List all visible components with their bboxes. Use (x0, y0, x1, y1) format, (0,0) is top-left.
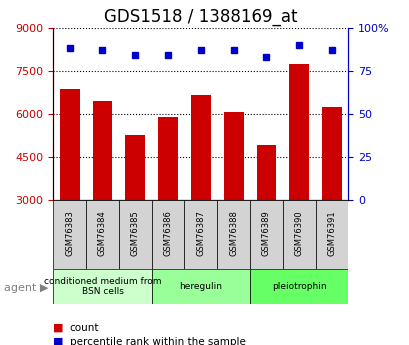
FancyBboxPatch shape (151, 200, 184, 269)
Bar (256, 146, 276, 200)
Title: GDS1518 / 1388169_at: GDS1518 / 1388169_at (104, 8, 297, 26)
Text: GSM76388: GSM76388 (229, 210, 238, 256)
Text: GSM76391: GSM76391 (327, 210, 336, 256)
FancyBboxPatch shape (53, 269, 151, 304)
Text: ■: ■ (53, 323, 64, 333)
Text: GSM76386: GSM76386 (163, 210, 172, 256)
Bar (321, 107, 341, 200)
FancyBboxPatch shape (184, 200, 217, 269)
FancyBboxPatch shape (249, 269, 348, 304)
Bar (60, 89, 79, 200)
Text: GSM76383: GSM76383 (65, 210, 74, 256)
Text: ■: ■ (53, 337, 64, 345)
Text: GSM76385: GSM76385 (130, 210, 139, 256)
FancyBboxPatch shape (151, 269, 249, 304)
FancyBboxPatch shape (53, 200, 86, 269)
Bar (223, 112, 243, 200)
FancyBboxPatch shape (86, 200, 119, 269)
Bar (158, 117, 178, 200)
Text: percentile rank within the sample: percentile rank within the sample (70, 337, 245, 345)
Text: GSM76389: GSM76389 (261, 210, 270, 256)
Bar (289, 63, 308, 200)
Text: heregulin: heregulin (179, 282, 222, 291)
Bar (191, 95, 210, 200)
Text: GSM76384: GSM76384 (98, 210, 107, 256)
FancyBboxPatch shape (217, 200, 249, 269)
Text: agent ▶: agent ▶ (4, 283, 48, 293)
FancyBboxPatch shape (249, 200, 282, 269)
Text: GSM76387: GSM76387 (196, 210, 205, 256)
Text: conditioned medium from
BSN cells: conditioned medium from BSN cells (44, 277, 161, 296)
FancyBboxPatch shape (119, 200, 151, 269)
Bar (92, 101, 112, 200)
Bar (125, 136, 145, 200)
FancyBboxPatch shape (315, 200, 348, 269)
Text: count: count (70, 323, 99, 333)
FancyBboxPatch shape (282, 200, 315, 269)
Text: pleiotrophin: pleiotrophin (271, 282, 326, 291)
Text: GSM76390: GSM76390 (294, 210, 303, 256)
